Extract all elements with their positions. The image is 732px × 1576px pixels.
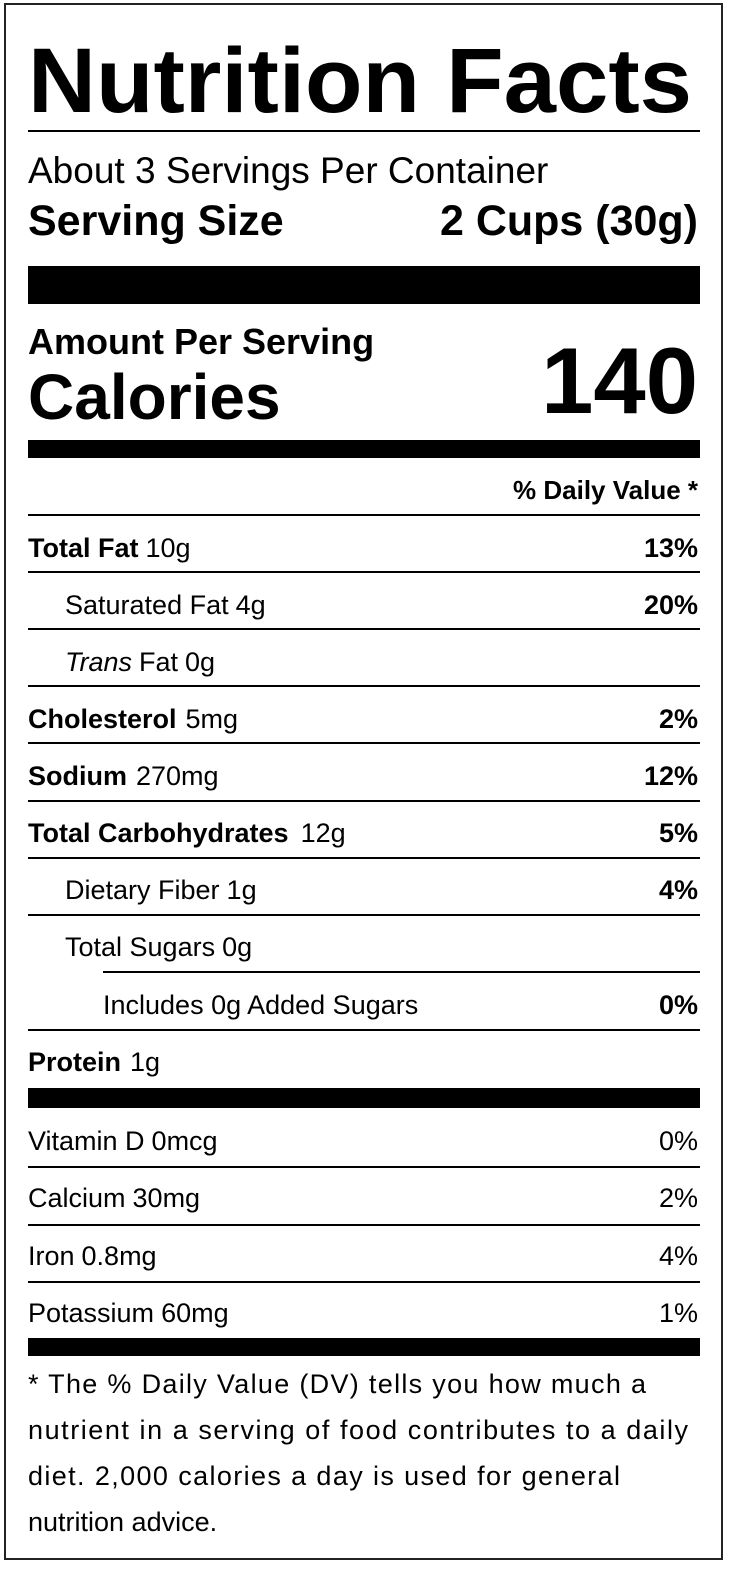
- nutrient-name: Cholesterol: [28, 704, 177, 734]
- serving-size-label: Serving Size: [28, 197, 284, 245]
- thick-bar: [28, 266, 700, 304]
- vitamin-dv: 4%: [659, 1241, 698, 1271]
- nutrient-name-italic: Trans: [65, 647, 132, 677]
- nutrient-name: Total Fat: [28, 533, 139, 563]
- vitamin-dv: 0%: [659, 1126, 698, 1156]
- nutrient-row: Protein 1g: [28, 1047, 160, 1077]
- nutrient-row: Total Sugars 0g: [65, 932, 252, 962]
- vitamin-amount: 0.8mg: [82, 1241, 157, 1271]
- nutrient-dv: 12%: [644, 761, 698, 791]
- nutrient-name: Protein: [28, 1047, 121, 1077]
- vitamin-name: Vitamin D: [28, 1126, 145, 1156]
- servings: About 3 Servings Per Container: [28, 150, 548, 191]
- nutrient-dv: 4%: [659, 875, 698, 905]
- footnote-line: diet. 2,000 calories a day is used for g…: [28, 1461, 620, 1491]
- amount-heading: Amount Per Serving: [28, 321, 374, 362]
- nutrient-amount: 10g: [146, 533, 191, 563]
- vitamin-name: Calcium: [28, 1183, 126, 1213]
- footnote-line: nutrition advice.: [28, 1507, 217, 1537]
- calories-value: 140: [541, 328, 698, 433]
- nutrient-dv: 2%: [659, 704, 698, 734]
- daily-value-heading: % Daily Value *: [513, 475, 699, 505]
- nutrient-name: Fat: [139, 647, 179, 677]
- nutrient-row: Total Fat 10g: [28, 533, 191, 563]
- nutrient-amount: 4g: [236, 590, 266, 620]
- nutrient-row: Total Carbohydrates 12g: [28, 818, 346, 848]
- nutrient-name: Saturated Fat: [65, 590, 229, 620]
- nutrient-amount: 1g: [130, 1047, 160, 1077]
- nutrient-amount: 1g: [227, 875, 257, 905]
- nutrient-row: Saturated Fat 4g: [65, 590, 266, 620]
- vitamin-amount: 60mg: [161, 1298, 229, 1328]
- vitamin-row: Iron 0.8mg: [28, 1241, 157, 1271]
- medium-bar: [28, 1088, 700, 1108]
- vitamin-name: Iron: [28, 1241, 75, 1271]
- nutrient-row: Sodium 270mg: [28, 761, 219, 791]
- medium-bar: [28, 1338, 700, 1356]
- vitamin-row: Calcium 30mg: [28, 1183, 200, 1213]
- nutrient-amount: 12g: [301, 818, 346, 848]
- nutrient-amount: 0g: [185, 647, 215, 677]
- nutrient-dv: 13%: [644, 533, 698, 563]
- vitamin-name: Potassium: [28, 1298, 154, 1328]
- vitamin-row: Vitamin D 0mcg: [28, 1126, 218, 1156]
- nutrient-amount: 270mg: [136, 761, 219, 791]
- vitamin-amount: 0mcg: [152, 1126, 218, 1156]
- calories-label: Calories: [28, 361, 281, 433]
- nutrient-dv: 5%: [659, 818, 698, 848]
- footnote-line: * The % Daily Value (DV) tells you how m…: [28, 1369, 647, 1399]
- nutrient-name: Sodium: [28, 761, 127, 791]
- vitamin-row: Potassium 60mg: [28, 1298, 229, 1328]
- serving-size: 2 Cups (30g): [440, 197, 698, 245]
- title: Nutrition Facts: [28, 30, 692, 132]
- nutrient-row: Trans Fat 0g: [65, 647, 215, 677]
- nutrient-name: Includes 0g Added Sugars: [103, 990, 418, 1020]
- nutrient-row: Dietary Fiber 1g: [65, 875, 257, 905]
- nutrient-amount: 5mg: [186, 704, 239, 734]
- vitamin-dv: 1%: [659, 1298, 698, 1328]
- medium-bar: [28, 440, 700, 458]
- nutrient-dv: 0%: [659, 990, 698, 1020]
- label-border: [4, 3, 723, 1560]
- vitamin-amount: 30mg: [133, 1183, 201, 1213]
- nutrient-amount: 0g: [222, 932, 252, 962]
- nutrient-row: Cholesterol 5mg: [28, 704, 238, 734]
- nutrient-name: Dietary Fiber: [65, 875, 220, 905]
- nutrient-dv: 20%: [644, 590, 698, 620]
- vitamin-dv: 2%: [659, 1183, 698, 1213]
- nutrient-name: Total Sugars: [65, 932, 215, 962]
- footnote-line: nutrient in a serving of food contribute…: [28, 1415, 689, 1445]
- nutrient-name: Total Carbohydrates: [28, 818, 289, 848]
